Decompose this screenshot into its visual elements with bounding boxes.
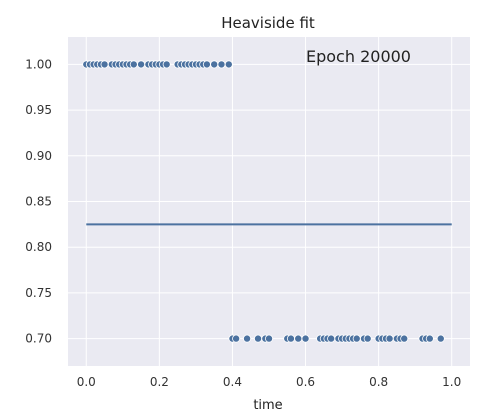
data-point (425, 334, 434, 343)
epoch-annotation: Epoch 20000 (306, 47, 411, 66)
data-point (232, 334, 241, 343)
x-tick-label: 0.4 (223, 375, 242, 389)
y-tick-label: 0.75 (25, 286, 52, 300)
x-axis-label: time (253, 398, 282, 413)
data-point (352, 334, 361, 343)
data-point (202, 60, 211, 69)
data-point (363, 334, 372, 343)
x-tick-label: 0.0 (77, 375, 96, 389)
data-point (286, 334, 295, 343)
data-point (100, 60, 109, 69)
chart-title: Heaviside fit (221, 14, 315, 32)
data-point (217, 60, 226, 69)
data-point (327, 334, 336, 343)
data-point (210, 60, 219, 69)
data-point (400, 334, 409, 343)
data-point (137, 60, 146, 69)
data-point (294, 334, 303, 343)
y-tick-label: 0.80 (25, 240, 52, 254)
data-point (129, 60, 138, 69)
data-point (243, 334, 252, 343)
x-tick-label: 0.6 (296, 375, 315, 389)
y-tick-label: 1.00 (25, 57, 52, 71)
y-tick-label: 0.95 (25, 103, 52, 117)
x-tick-label: 0.8 (369, 375, 388, 389)
data-point (436, 334, 445, 343)
y-tick-label: 0.90 (25, 149, 52, 163)
data-point (385, 334, 394, 343)
data-point (301, 334, 310, 343)
x-tick-label: 0.2 (150, 375, 169, 389)
data-point (162, 60, 171, 69)
data-point (224, 60, 233, 69)
y-tick-label: 0.70 (25, 332, 52, 346)
x-tick-label: 1.0 (442, 375, 461, 389)
data-point (254, 334, 263, 343)
data-point (264, 334, 273, 343)
y-tick-label: 0.85 (25, 195, 52, 209)
